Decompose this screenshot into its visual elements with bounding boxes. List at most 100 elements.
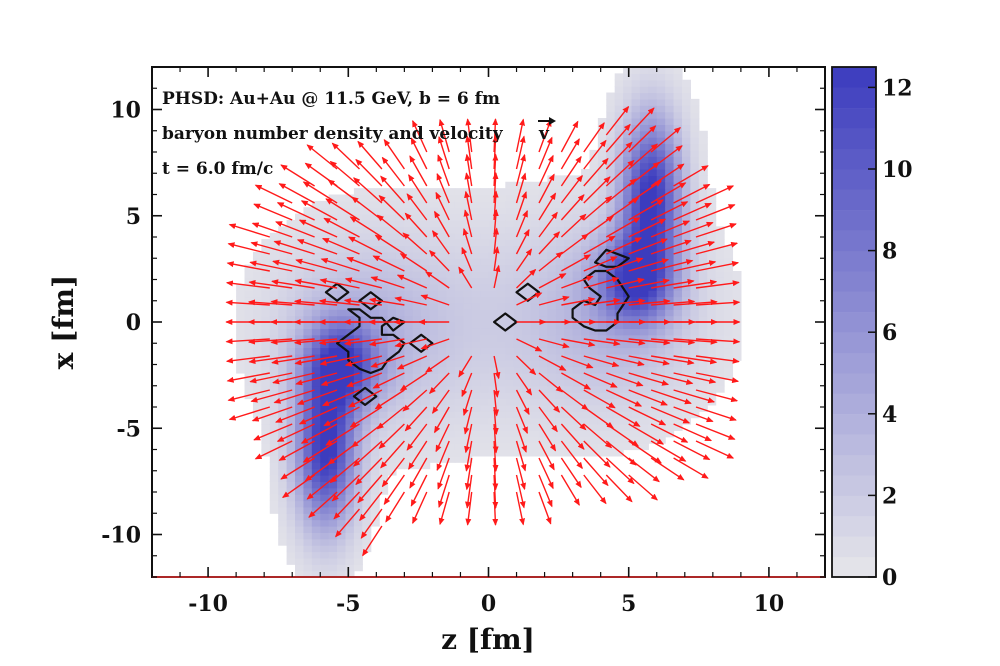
density-cell xyxy=(488,226,498,234)
density-cell xyxy=(690,232,700,240)
density-cell xyxy=(370,398,380,406)
density-cell xyxy=(328,277,338,285)
density-cell xyxy=(328,322,338,329)
density-cell xyxy=(505,194,515,202)
density-cell xyxy=(698,239,708,247)
velocity-arrow xyxy=(429,249,450,272)
density-cell xyxy=(631,315,641,323)
density-cell xyxy=(379,449,389,457)
density-cell xyxy=(244,341,254,349)
density-cell xyxy=(404,296,414,304)
density-cell xyxy=(421,264,431,272)
density-cell xyxy=(538,290,548,298)
density-cell xyxy=(311,353,321,361)
density-cell xyxy=(488,271,498,278)
density-cell xyxy=(345,430,355,438)
density-cell xyxy=(639,353,649,361)
density-cell xyxy=(471,283,481,291)
density-cell xyxy=(261,245,271,253)
density-cell xyxy=(648,430,658,438)
density-cell xyxy=(362,487,372,495)
velocity-arrow xyxy=(465,135,473,170)
density-cell xyxy=(454,379,464,387)
density-cell xyxy=(606,220,616,227)
density-cell xyxy=(404,226,414,234)
colorbar-band xyxy=(832,332,876,354)
density-cell xyxy=(438,436,448,444)
density-cell xyxy=(295,417,305,425)
density-cell xyxy=(395,302,405,310)
density-cell xyxy=(522,239,532,247)
density-cell xyxy=(614,290,624,298)
density-cell xyxy=(530,232,540,240)
density-cell xyxy=(673,220,683,227)
density-cell xyxy=(404,353,414,361)
density-cell xyxy=(337,277,347,285)
density-cell xyxy=(471,385,481,393)
density-cell xyxy=(665,232,675,240)
density-cell xyxy=(438,296,448,304)
density-cell xyxy=(236,283,246,291)
density-cell xyxy=(555,398,565,406)
density-cell xyxy=(404,239,414,247)
density-cell xyxy=(429,392,439,400)
density-cell xyxy=(412,296,422,304)
density-cell xyxy=(370,449,380,457)
density-cell xyxy=(362,366,372,374)
density-cell xyxy=(244,334,254,342)
velocity-arrow xyxy=(399,372,428,391)
density-cell xyxy=(673,411,683,419)
velocity-arrow xyxy=(493,227,500,255)
density-cell xyxy=(698,328,708,336)
density-cell xyxy=(715,347,725,355)
density-cell xyxy=(446,283,456,291)
density-cell xyxy=(690,175,700,183)
density-cell xyxy=(252,341,262,349)
density-cell xyxy=(311,545,321,553)
density-cell xyxy=(286,526,296,533)
velocity-arrow xyxy=(628,258,670,272)
density-cell xyxy=(286,347,296,355)
density-cell xyxy=(295,557,305,565)
velocity-arrow xyxy=(606,277,645,289)
density-cell xyxy=(589,322,599,329)
density-cell xyxy=(505,181,515,189)
colorbar-band xyxy=(832,413,876,435)
density-cell xyxy=(623,264,633,272)
density-cell xyxy=(328,551,338,559)
velocity-arrow xyxy=(380,440,405,469)
density-cell xyxy=(715,258,725,266)
density-cell xyxy=(597,334,607,342)
density-cell xyxy=(421,424,431,431)
density-cell xyxy=(572,430,582,438)
density-cell xyxy=(286,519,296,527)
density-cell xyxy=(639,73,649,81)
density-cell xyxy=(564,188,574,196)
density-cell xyxy=(421,392,431,400)
density-cell xyxy=(538,449,548,457)
density-cell xyxy=(522,283,532,291)
density-cell xyxy=(589,181,599,189)
density-cell xyxy=(387,360,397,368)
density-cell xyxy=(724,315,734,323)
density-cell xyxy=(538,436,548,444)
density-cell xyxy=(429,417,439,425)
density-cell xyxy=(538,347,548,355)
density-cell xyxy=(631,347,641,355)
velocity-arrow xyxy=(438,491,450,526)
density-cell xyxy=(328,194,338,202)
density-cell xyxy=(623,379,633,387)
density-cell xyxy=(379,347,389,355)
density-cell xyxy=(278,513,288,521)
velocity-arrow xyxy=(650,239,692,255)
velocity-arrow xyxy=(378,423,405,449)
density-cell xyxy=(505,200,515,208)
density-cell xyxy=(715,373,725,380)
density-cell xyxy=(278,487,288,495)
density-cell xyxy=(513,341,523,349)
density-cell xyxy=(690,181,700,189)
density-cell xyxy=(623,86,633,94)
density-cell xyxy=(639,443,649,451)
density-cell xyxy=(547,373,557,380)
velocity-arrow xyxy=(319,278,360,289)
